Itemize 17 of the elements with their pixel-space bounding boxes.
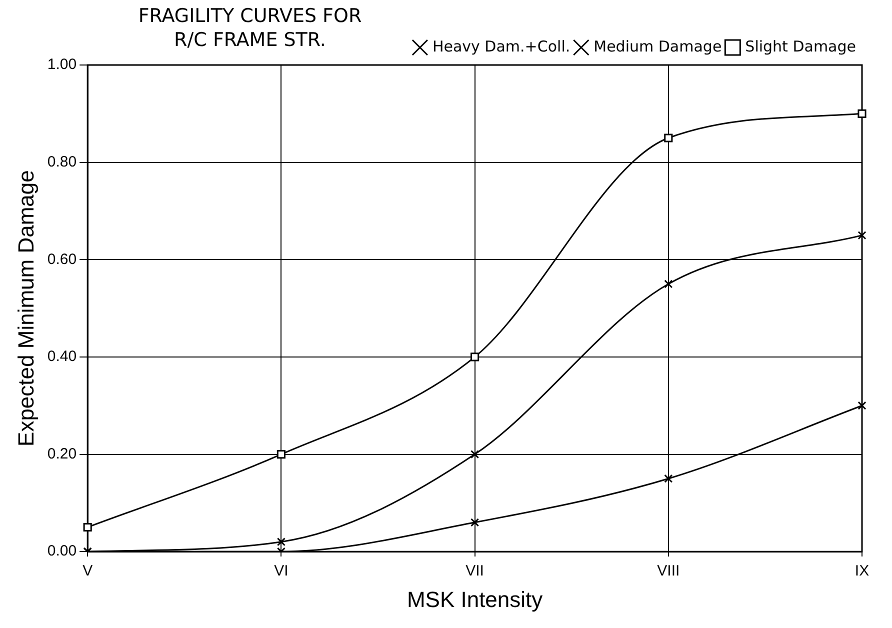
y-tick-label: 0.20: [47, 445, 77, 462]
x-tick-label: VI: [274, 562, 288, 580]
x-tick-label: VII: [466, 562, 484, 580]
legend-label: Medium Damage: [594, 37, 722, 56]
y-tick-label: 1.00: [47, 56, 77, 74]
legend-label: Heavy Dam.+Coll.: [432, 37, 570, 56]
x-axis-title: MSK Intensity: [406, 586, 543, 612]
y-tick-label: 0.80: [47, 153, 77, 170]
x-tick-label: IX: [854, 562, 870, 580]
legend-label: Slight Damage: [745, 37, 856, 56]
y-tick-label: 0.60: [47, 250, 77, 268]
x-tick-label: VIII: [657, 562, 680, 580]
y-tick-label: 0.00: [47, 542, 77, 560]
y-tick-label: 0.40: [47, 348, 77, 366]
chart-title: FRAGILITY CURVES FOR R/C FRAME STR.: [137, 4, 363, 52]
x-tick-label: V: [82, 562, 93, 580]
y-axis-title: Expected Minimum Damage: [13, 170, 38, 446]
